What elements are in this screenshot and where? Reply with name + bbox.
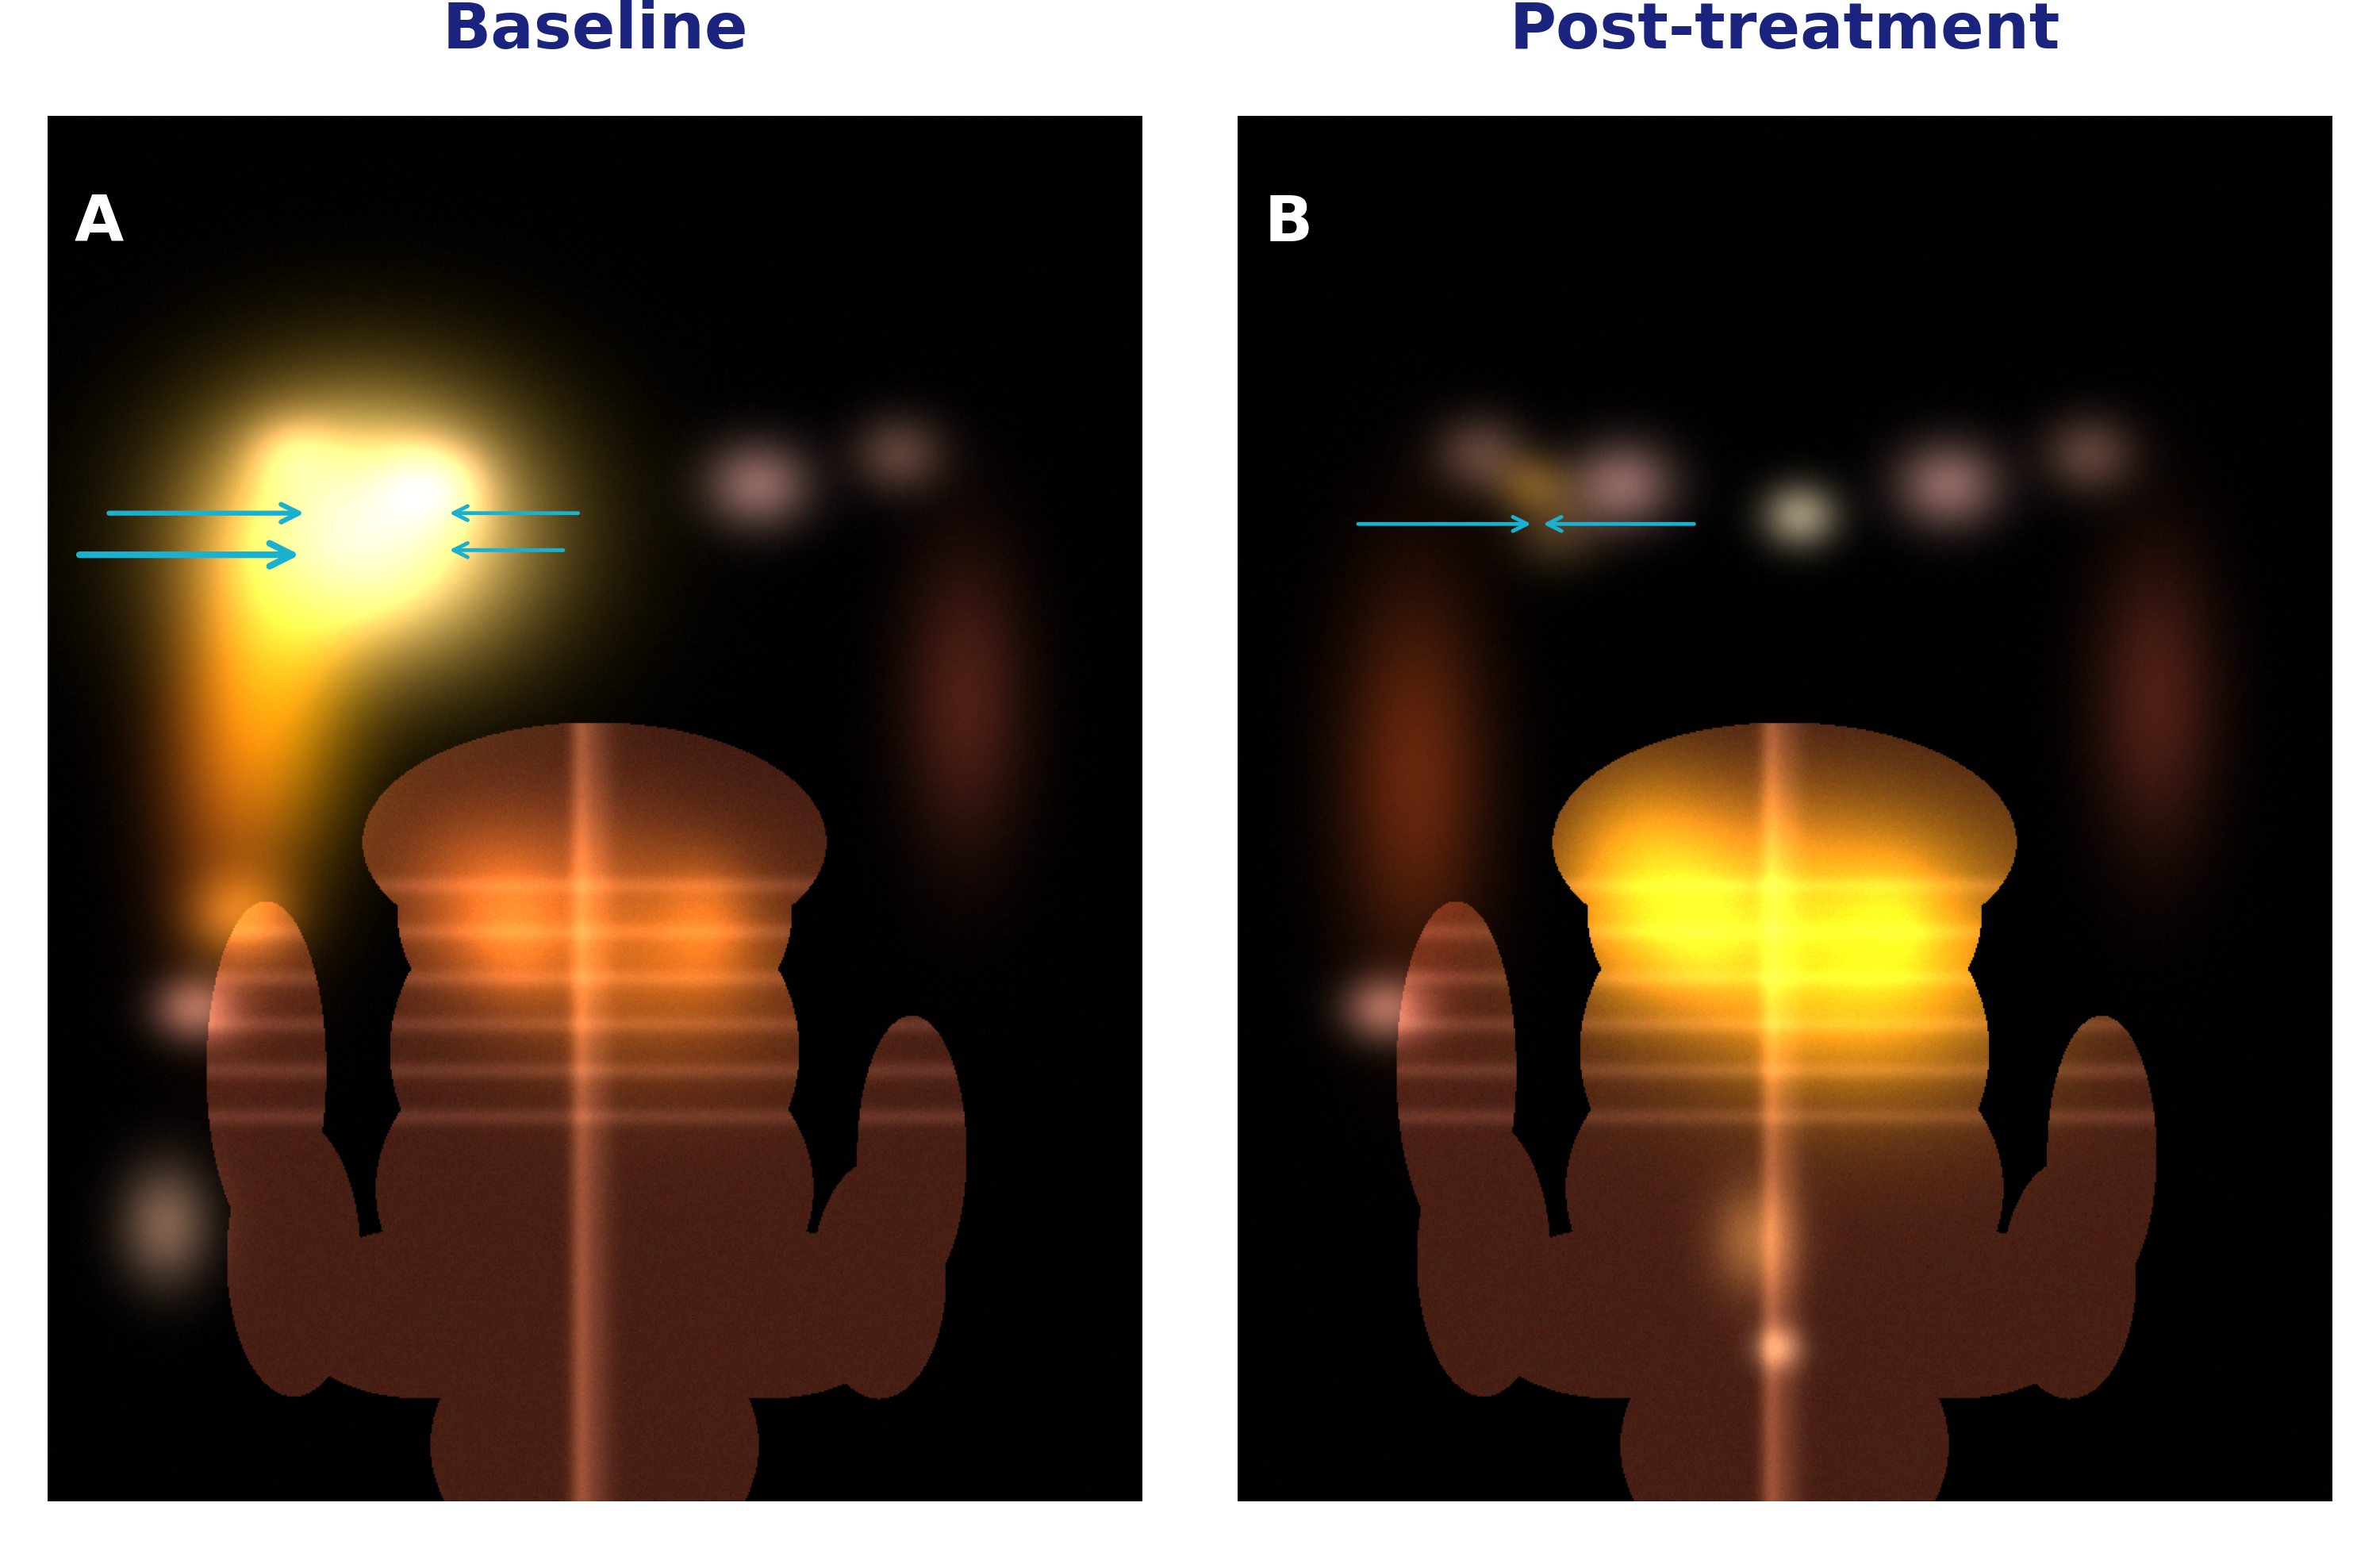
Text: Post-treatment: Post-treatment [1509,0,2061,62]
Text: B: B [1264,193,1314,254]
Text: A: A [74,193,124,254]
Text: Baseline: Baseline [443,0,747,62]
